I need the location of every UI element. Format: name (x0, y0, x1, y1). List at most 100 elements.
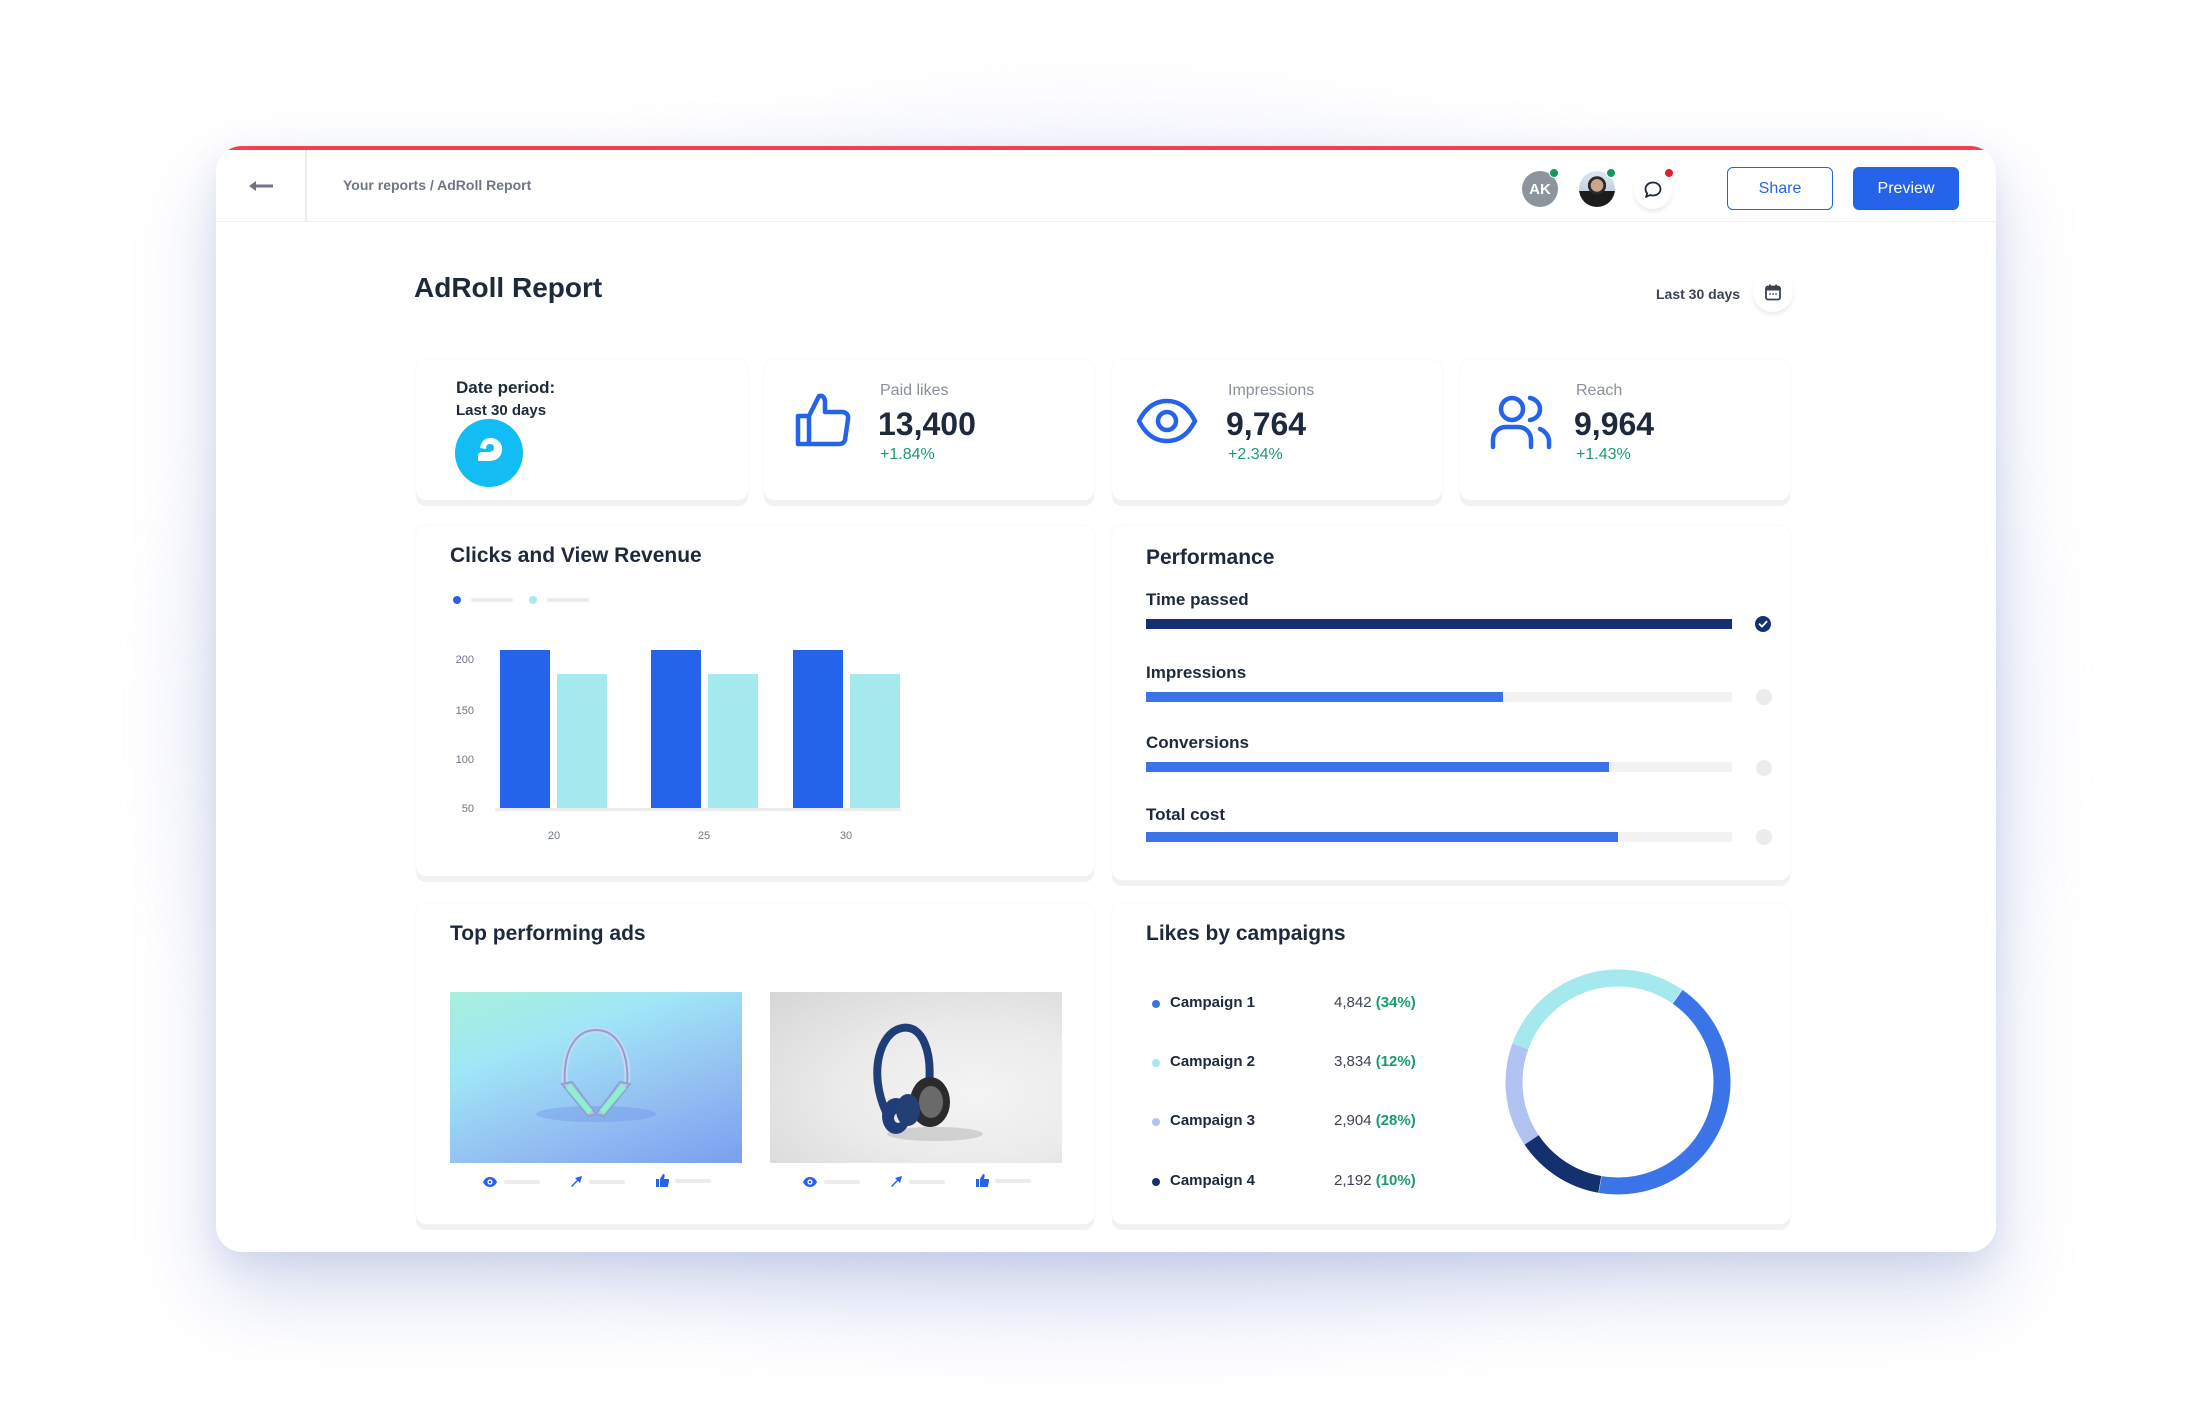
kpi-value: 9,764 (1226, 406, 1307, 442)
kpi-card-paid-likes: Paid likes 13,400 +1.84% (764, 360, 1094, 500)
eye-icon (803, 1177, 817, 1187)
legend-label-placeholder (547, 598, 589, 602)
donut-chart[interactable] (1498, 962, 1738, 1202)
date-range-label[interactable]: Last 30 days (1656, 286, 1741, 302)
bar-series-1[interactable] (793, 650, 843, 808)
legend-dot-series-2 (529, 596, 537, 604)
share-button[interactable]: Share (1727, 167, 1833, 210)
thumbs-up-icon (795, 393, 851, 447)
date-period-card: Date period: Last 30 days (416, 360, 748, 500)
kpi-delta: +2.34% (1228, 446, 1283, 463)
ad-metric-views (482, 1176, 540, 1188)
bar-series-2[interactable] (708, 674, 758, 808)
campaign-row[interactable]: Campaign 1 4,842 (34%) (1152, 994, 1452, 1014)
x-tick: 20 (547, 830, 561, 842)
campaign-row[interactable]: Campaign 3 2,904 (28%) (1152, 1112, 1452, 1132)
ad-metric-clicks (570, 1175, 625, 1188)
progress-bar-time-passed (1146, 619, 1732, 629)
status-circle-icon (1756, 689, 1772, 705)
x-axis-baseline (495, 808, 901, 811)
avatar-initials: AK (1529, 180, 1551, 198)
kpi-label: Paid likes (880, 382, 949, 399)
donut-segment-campaign-1 (1505, 969, 1731, 1195)
page-title: AdRoll Report (414, 272, 603, 303)
header-bar: Your reports / AdRoll Report AK Share Pr… (216, 150, 1996, 222)
perf-label: Conversions (1146, 733, 1249, 752)
clicks-view-revenue-card: Clicks and View Revenue 200 150 100 50 2… (416, 526, 1094, 876)
bar-series-2[interactable] (850, 674, 900, 808)
breadcrumb[interactable]: Your reports / AdRoll Report (343, 177, 532, 193)
campaign-row[interactable]: Campaign 2 3,834 (12%) (1152, 1053, 1452, 1073)
preview-button[interactable]: Preview (1853, 167, 1959, 210)
kpi-delta: +1.43% (1576, 446, 1631, 463)
card-title: Clicks and View Revenue (450, 544, 702, 567)
ad-image-headphones-navy[interactable] (770, 992, 1062, 1163)
campaign-color-dot (1152, 1178, 1160, 1186)
top-performing-ads-card: Top performing ads (416, 904, 1094, 1224)
users-icon (1490, 395, 1552, 450)
back-button[interactable] (216, 150, 307, 222)
x-tick: 25 (697, 830, 711, 842)
y-tick: 200 (455, 654, 474, 666)
campaign-name: Campaign 1 (1170, 994, 1256, 1011)
cursor-arrow-icon (571, 1176, 582, 1187)
headphones-image (536, 1026, 656, 1122)
status-circle-icon (1756, 760, 1772, 776)
chat-bubble-icon (1644, 181, 1662, 198)
kpi-label: Impressions (1228, 382, 1315, 399)
eye-icon (483, 1177, 497, 1187)
headphones-image (873, 1023, 983, 1141)
app-window: Your reports / AdRoll Report AK Share Pr… (216, 146, 1996, 1252)
campaign-color-dot (1152, 1059, 1160, 1067)
notification-dot (1664, 168, 1674, 178)
legend-dot-series-1 (453, 596, 461, 604)
campaign-value: 2,904 (28%) (1334, 1112, 1416, 1129)
card-title: Likes by campaigns (1146, 922, 1346, 945)
adroll-logo-icon (455, 419, 523, 487)
legend-label-placeholder (471, 598, 513, 602)
ad-metric-views (802, 1176, 860, 1188)
kpi-label: Reach (1576, 382, 1623, 399)
comments-button[interactable] (1634, 168, 1674, 209)
campaign-color-dot (1152, 1000, 1160, 1008)
campaign-value: 3,834 (12%) (1334, 1053, 1416, 1070)
progress-bar-total-cost (1146, 832, 1732, 842)
progress-bar-impressions (1146, 692, 1732, 702)
kpi-delta: +1.84% (880, 446, 935, 463)
y-tick: 100 (455, 754, 474, 766)
campaign-row[interactable]: Campaign 4 2,192 (10%) (1152, 1172, 1452, 1192)
thumbs-up-icon (976, 1174, 989, 1187)
date-period-label: Date period: (456, 378, 556, 397)
campaign-value: 2,192 (10%) (1334, 1172, 1416, 1189)
perf-label: Impressions (1146, 663, 1247, 682)
y-tick: 50 (461, 803, 474, 815)
x-tick: 30 (839, 830, 853, 842)
kpi-value: 9,964 (1574, 406, 1655, 442)
arrow-left-icon (248, 181, 273, 191)
campaign-name: Campaign 4 (1170, 1172, 1256, 1189)
likes-by-campaigns-card: Likes by campaigns Campaign 1 4,842 (34%… (1112, 904, 1790, 1224)
top-accent-border (216, 146, 1996, 150)
donut-segment-campaign-3 (1505, 969, 1731, 1195)
date-picker-button[interactable] (1753, 272, 1793, 312)
campaign-name: Campaign 2 (1170, 1053, 1256, 1070)
campaign-name: Campaign 3 (1170, 1112, 1256, 1129)
bar-series-1[interactable] (651, 650, 701, 808)
donut-segment-campaign-2 (1505, 969, 1731, 1195)
cursor-arrow-icon (891, 1176, 902, 1187)
ad-metric-clicks (890, 1175, 945, 1188)
y-tick: 150 (455, 705, 474, 717)
ad-image-headphones-silver[interactable] (450, 992, 742, 1163)
card-title: Performance (1146, 546, 1275, 569)
ad-metric-likes (976, 1174, 1031, 1187)
status-circle-icon (1756, 829, 1772, 845)
online-status-dot (1606, 168, 1616, 178)
eye-icon (1136, 398, 1198, 444)
bar-series-1[interactable] (500, 650, 550, 808)
perf-label: Time passed (1146, 590, 1249, 609)
bar-series-2[interactable] (557, 674, 607, 808)
ad-metric-likes (656, 1174, 711, 1187)
campaign-value: 4,842 (34%) (1334, 994, 1416, 1011)
kpi-card-impressions: Impressions 9,764 +2.34% (1112, 360, 1442, 500)
performance-card: Performance Time passed Impressions Conv… (1112, 526, 1790, 880)
